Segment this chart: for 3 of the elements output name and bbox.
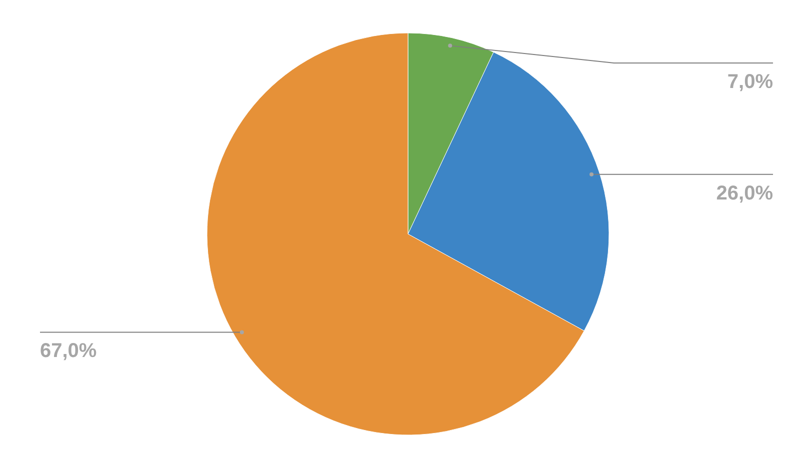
data-label: 67,0% — [40, 340, 97, 362]
data-label: 26,0% — [716, 182, 774, 204]
data-label: 7,0% — [727, 71, 774, 93]
